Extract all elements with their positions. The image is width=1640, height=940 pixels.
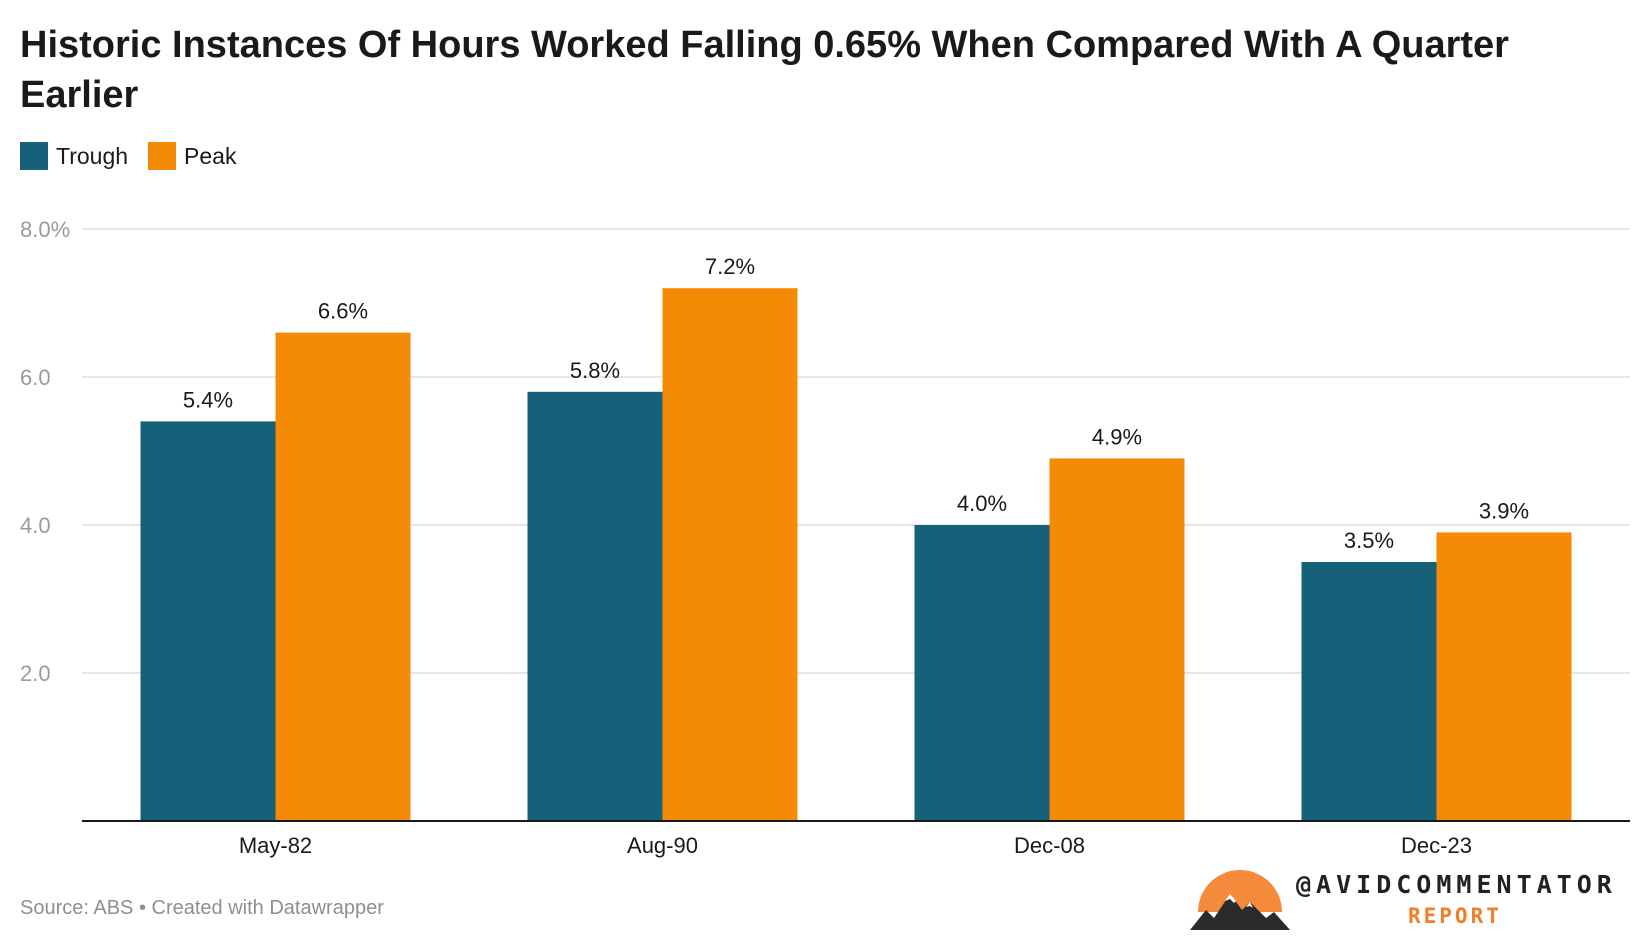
legend-swatch-trough	[20, 142, 48, 170]
y-tick-label: 8.0%	[20, 217, 70, 242]
brand-handle: @AVIDCOMMENTATOR	[1296, 870, 1617, 899]
bar-trough	[914, 525, 1050, 821]
brand-logo-block: @AVIDCOMMENTATOR REPORT	[1190, 862, 1630, 936]
legend-label-peak: Peak	[184, 142, 237, 169]
mountain-sun-icon	[1190, 870, 1290, 930]
data-label: 6.6%	[318, 299, 368, 324]
legend-swatch-peak	[148, 142, 177, 170]
source-note: Source: ABS • Created with Datawrapper	[20, 897, 384, 919]
data-label: 5.8%	[570, 358, 620, 383]
legend-item-peak: Peak	[148, 142, 236, 170]
legend-label-trough: Trough	[56, 142, 129, 169]
brand-subtitle: REPORT	[1408, 904, 1502, 928]
bar-peak	[1436, 532, 1572, 821]
bar-trough	[140, 421, 276, 821]
bar-peak	[662, 288, 798, 821]
data-label: 4.0%	[957, 491, 1007, 516]
data-label: 4.9%	[1092, 424, 1142, 449]
data-label: 7.2%	[705, 254, 755, 279]
legend: Trough Peak	[20, 142, 236, 170]
y-tick-label: 6.0	[20, 365, 51, 390]
data-label: 3.5%	[1344, 528, 1394, 553]
bar-peak	[275, 332, 411, 821]
bar-trough	[1301, 562, 1437, 821]
bar-peak	[1049, 458, 1185, 821]
x-tick-label: Dec-23	[1401, 833, 1472, 858]
data-label: 5.4%	[183, 387, 233, 412]
y-tick-label: 4.0	[20, 513, 51, 538]
x-tick-label: May-82	[239, 833, 312, 858]
x-tick-label: Aug-90	[627, 833, 698, 858]
chart-title: Historic Instances Of Hours Worked Falli…	[20, 24, 1509, 116]
legend-item-trough: Trough	[20, 142, 128, 170]
data-label: 3.9%	[1479, 498, 1529, 523]
x-tick-label: Dec-08	[1014, 833, 1085, 858]
bar-trough	[527, 391, 663, 821]
y-tick-label: 2.0	[20, 661, 51, 686]
